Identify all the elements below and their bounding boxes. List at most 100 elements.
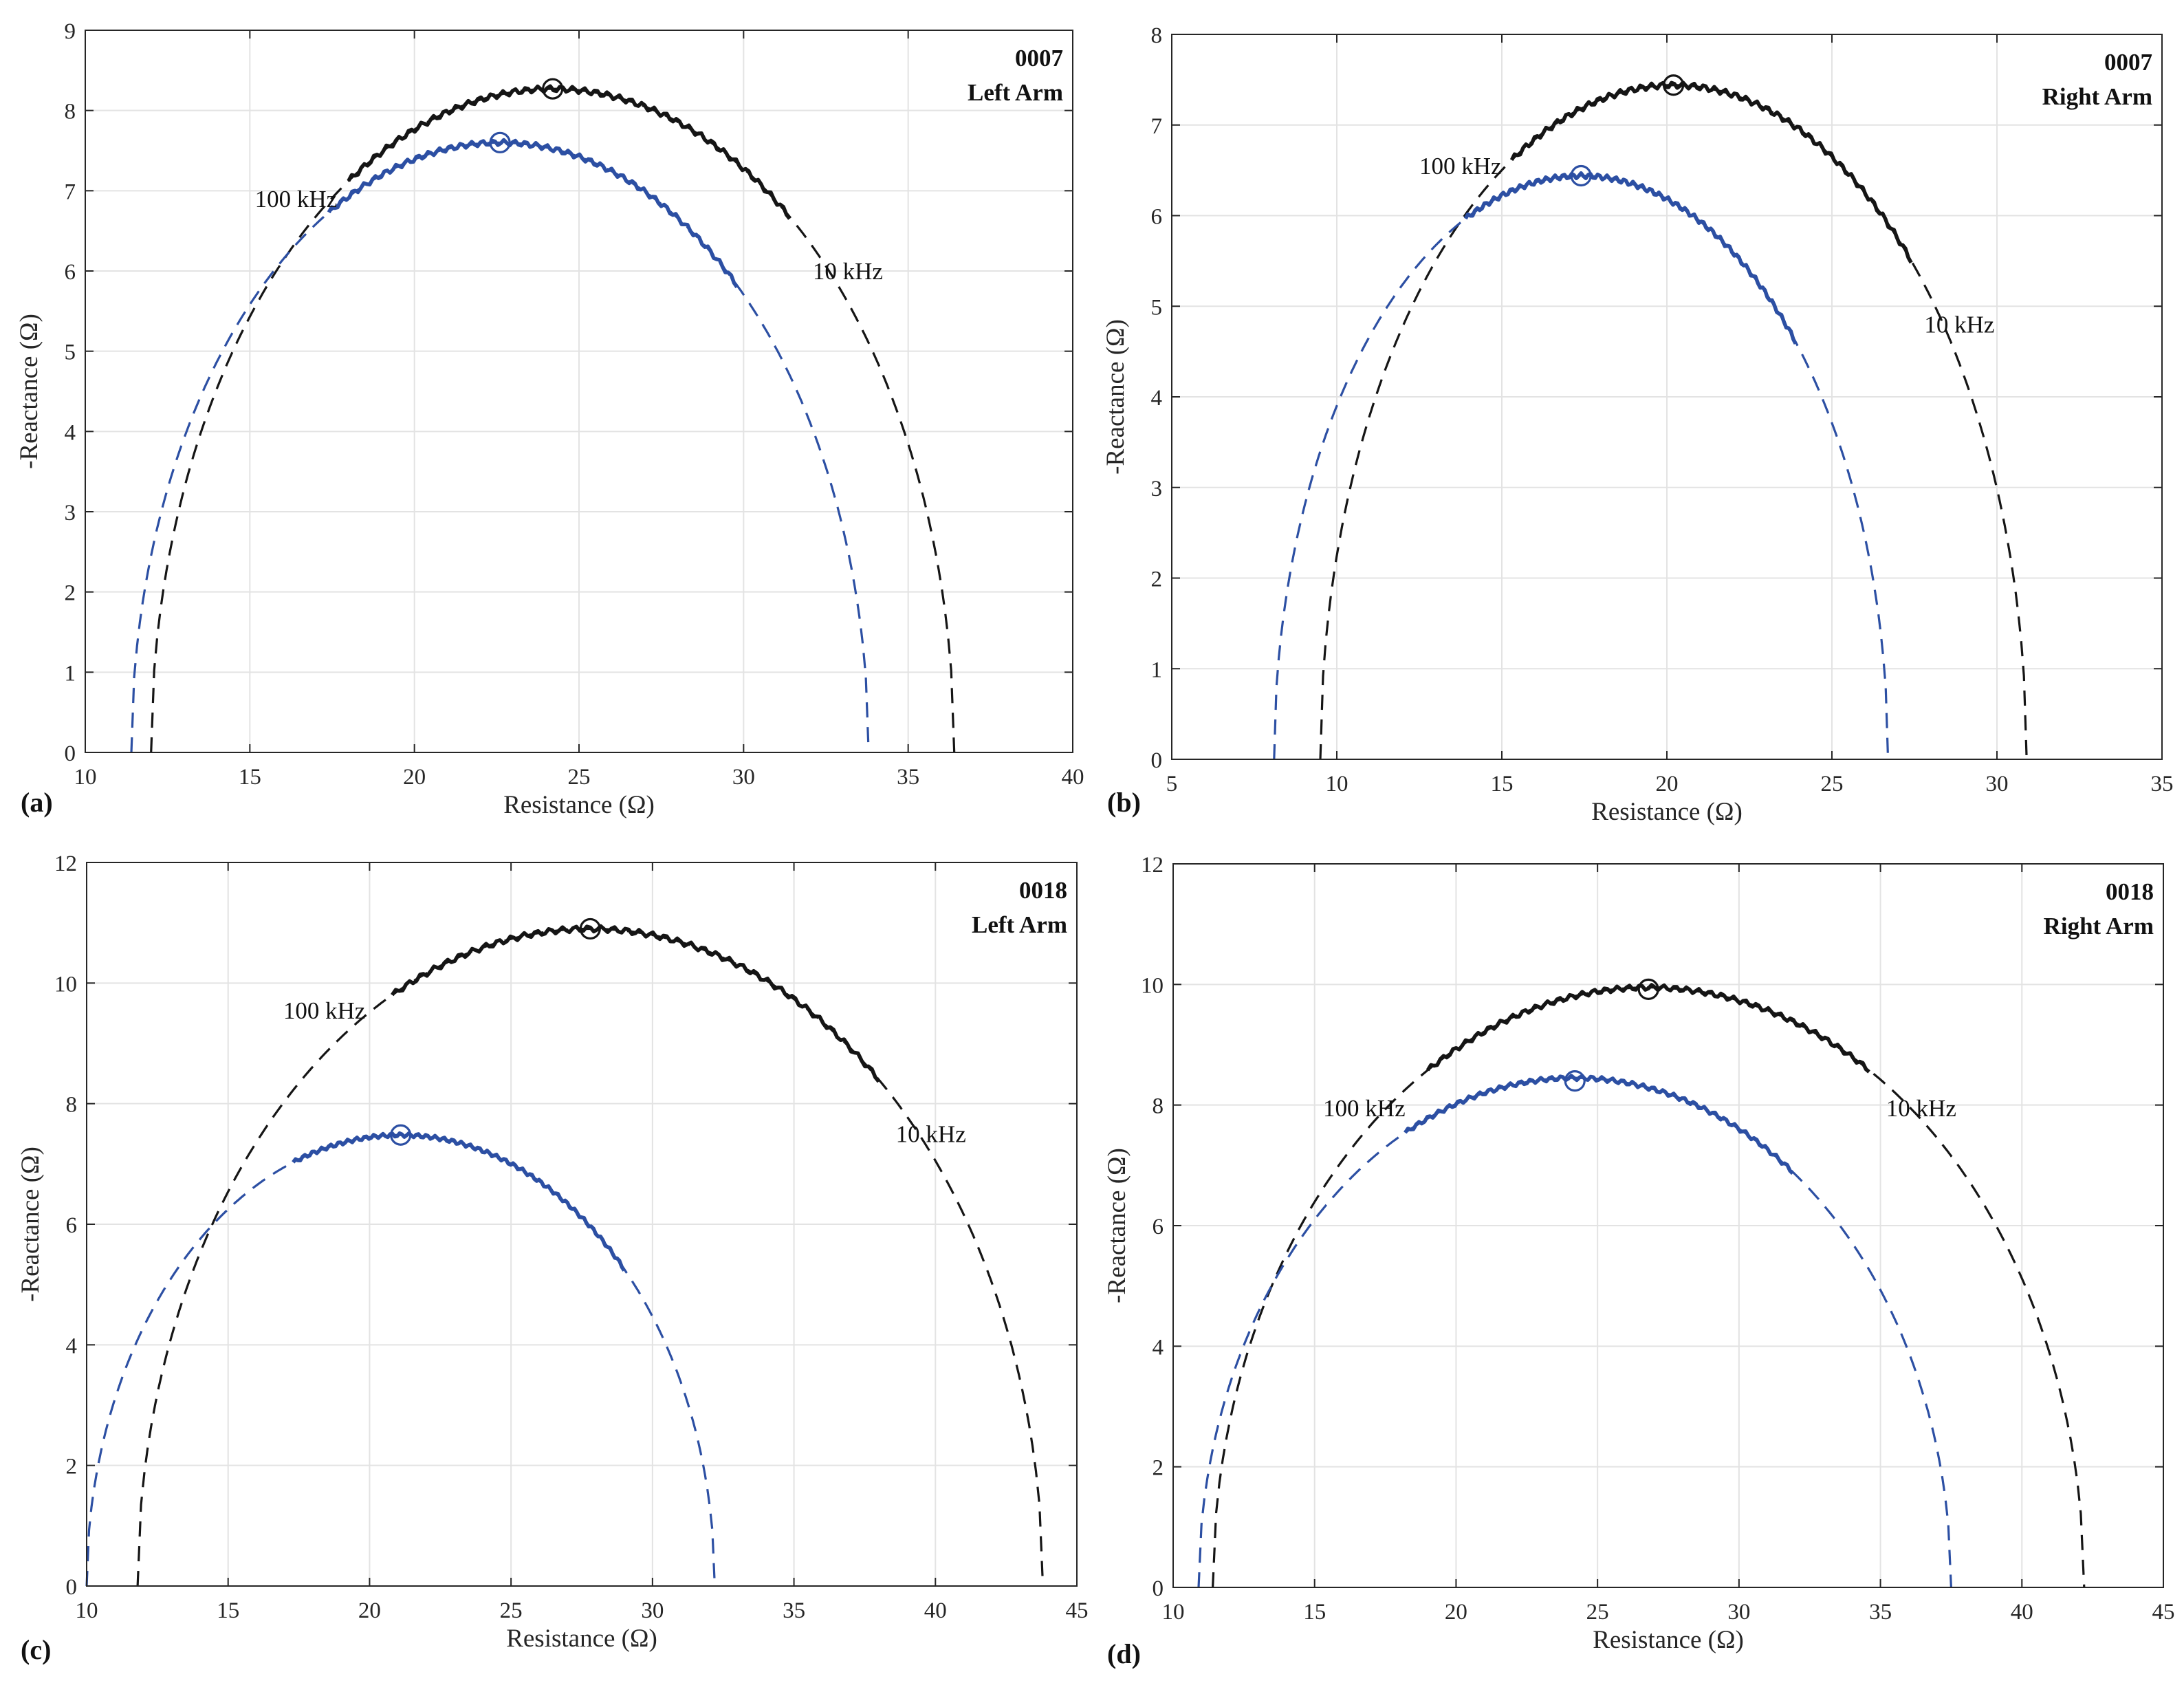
x-tick-label: 25	[500, 1598, 523, 1623]
limb-label: Left Arm	[972, 911, 1067, 938]
y-tick-label: 4	[1151, 386, 1163, 411]
black-series-measured	[391, 924, 881, 1083]
y-axis-title: -Reactance (Ω)	[15, 314, 43, 469]
x-tick-label: 25	[1821, 772, 1844, 796]
x-axis-title: Resistance (Ω)	[506, 1625, 657, 1653]
blue-series-fitted-arc	[85, 1133, 716, 1587]
frequency-annotation: 100 kHz	[1323, 1095, 1406, 1122]
y-tick-label: 1	[65, 661, 76, 686]
frequency-annotation: 10 kHz	[1886, 1095, 1956, 1122]
subject-id-label: 0018	[1019, 877, 1067, 904]
x-tick-label: 35	[2151, 772, 2174, 796]
panel-label: (a)	[21, 787, 53, 818]
y-tick-label: 7	[65, 180, 76, 204]
limb-label: Right Arm	[2042, 83, 2152, 110]
x-tick-label: 45	[1066, 1598, 1089, 1623]
x-tick-label: 20	[403, 765, 426, 790]
x-tick-label: 30	[1727, 1600, 1750, 1625]
black-peak-marker	[1663, 74, 1685, 96]
y-axis-title: -Reactance (Ω)	[17, 1147, 45, 1302]
y-tick-label: 6	[66, 1213, 78, 1238]
x-tick-label: 10	[1162, 1600, 1185, 1625]
panel-a: 10 15 20 25 30 35 40 0 1 2 3 4 5 6 7 8 9 Resistance (Ω) -R…	[15, 19, 1084, 819]
frequency-annotation: 100 kHz	[1419, 153, 1502, 180]
x-tick-label: 15	[239, 765, 261, 790]
x-tick-label: 10	[1326, 772, 1348, 796]
black-series-fitted-arc	[136, 927, 1045, 1587]
panel-label: (c)	[21, 1634, 51, 1665]
x-axis-title: Resistance (Ω)	[1591, 798, 1743, 826]
black-peak-marker	[579, 917, 601, 940]
x-tick-label: 35	[897, 765, 919, 790]
y-tick-label: 2	[66, 1455, 78, 1479]
y-tick-label: 2	[1151, 567, 1163, 592]
black-series-fitted-arc	[1212, 986, 2086, 1588]
x-tick-label: 15	[1303, 1600, 1326, 1625]
subject-id-label: 0007	[1015, 45, 1063, 72]
frequency-annotation: 100 kHz	[255, 186, 338, 213]
panel-label: (d)	[1107, 1638, 1141, 1669]
y-axis-title: -Reactance (Ω)	[1102, 319, 1130, 475]
y-tick-label: 8	[66, 1093, 78, 1118]
blue-peak-marker	[1564, 1069, 1586, 1092]
x-tick-label: 40	[1062, 765, 1084, 790]
y-tick-label: 2	[1153, 1456, 1164, 1481]
y-tick-label: 0	[65, 741, 76, 766]
y-tick-label: 4	[65, 420, 76, 445]
blue-series-fitted-arc	[1197, 1076, 1952, 1588]
black-series-measured	[1426, 983, 1870, 1074]
x-tick-label: 30	[1986, 772, 2009, 796]
x-tick-label: 35	[1869, 1600, 1892, 1625]
limb-label: Left Arm	[968, 79, 1063, 106]
panel-b: 5 10 15 20 25 30 35 0 1 2 3 4 5 6 7 8 Resistance (Ω) -Rea…	[1102, 23, 2174, 826]
blue-peak-marker	[390, 1124, 412, 1146]
black-peak-marker	[542, 78, 564, 100]
y-tick-label: 7	[1151, 114, 1163, 139]
blue-series-measured	[292, 1131, 626, 1272]
black-series-measured	[347, 84, 791, 220]
y-tick-label: 0	[1151, 748, 1163, 773]
blue-series-measured	[1463, 171, 1798, 345]
y-axis-title: -Reactance (Ω)	[1103, 1148, 1131, 1303]
x-tick-label: 5	[1166, 772, 1178, 796]
panel-c: 10 15 20 25 30 35 40 45 0 2 4 6 8 10 12 Resistance (Ω) -…	[17, 851, 1089, 1665]
frequency-annotation: 100 kHz	[283, 997, 366, 1024]
y-tick-label: 4	[66, 1334, 78, 1358]
blue-series-fitted-arc	[1273, 174, 1890, 760]
y-tick-label: 10	[1141, 973, 1164, 998]
blue-series-measured	[1404, 1074, 1794, 1175]
y-tick-label: 3	[65, 501, 76, 525]
y-tick-label: 12	[54, 851, 77, 876]
y-tick-label: 6	[65, 260, 76, 285]
x-axis-title: Resistance (Ω)	[503, 791, 655, 819]
blue-series-measured	[327, 138, 739, 289]
y-tick-label: 8	[1153, 1094, 1164, 1119]
x-tick-label: 10	[74, 765, 97, 790]
black-peak-marker	[1637, 978, 1659, 1000]
y-tick-label: 12	[1141, 853, 1164, 878]
x-tick-label: 20	[1656, 772, 1679, 796]
y-tick-label: 0	[66, 1575, 78, 1600]
y-tick-label: 8	[65, 100, 76, 124]
y-tick-label: 6	[1151, 205, 1163, 230]
subject-id-label: 0007	[2104, 49, 2152, 76]
panel-label: (b)	[1107, 787, 1141, 818]
y-tick-label: 8	[1151, 23, 1163, 48]
black-series-measured	[1509, 80, 1913, 264]
x-tick-label: 15	[1491, 772, 1514, 796]
y-tick-label: 5	[65, 340, 76, 365]
frequency-annotation: 10 kHz	[1924, 312, 1994, 338]
frequency-annotation: 10 kHz	[813, 258, 883, 285]
blue-peak-marker	[489, 131, 511, 153]
x-tick-label: 25	[568, 765, 591, 790]
blue-peak-marker	[1570, 164, 1592, 187]
y-tick-label: 6	[1153, 1215, 1164, 1239]
x-axis-title: Resistance (Ω)	[1593, 1626, 1744, 1654]
frequency-annotation: 10 kHz	[896, 1121, 966, 1148]
x-tick-label: 20	[358, 1598, 381, 1623]
x-tick-label: 40	[924, 1598, 947, 1623]
x-tick-label: 25	[1586, 1600, 1609, 1625]
blue-series-fitted-arc	[130, 141, 870, 753]
x-tick-label: 15	[217, 1598, 239, 1623]
